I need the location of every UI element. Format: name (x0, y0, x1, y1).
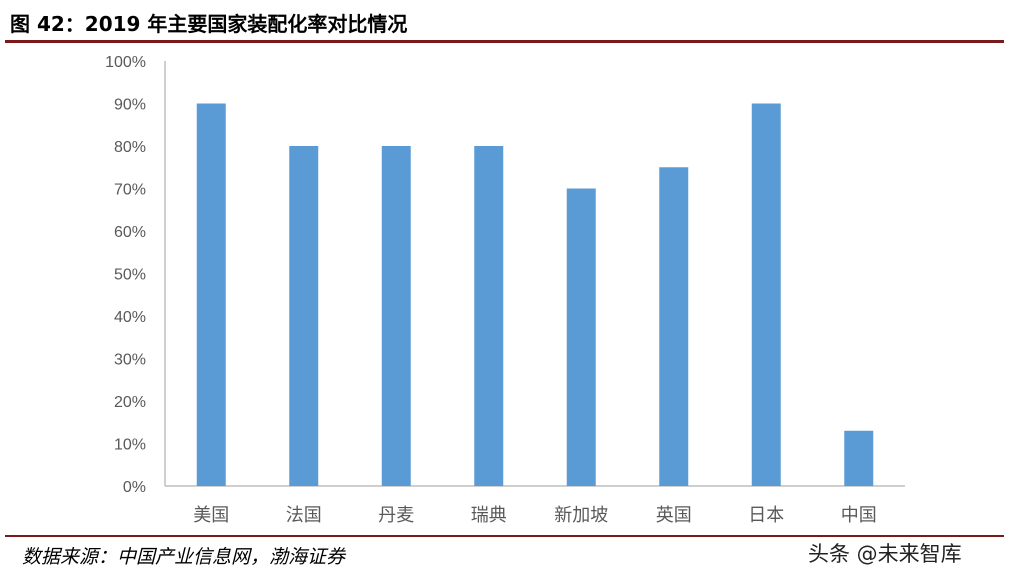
x-tick-label: 中国 (841, 505, 877, 526)
y-tick-label: 20% (114, 394, 146, 411)
bar-4 (474, 146, 504, 486)
x-tick-labels: 美国 法国 丹麦 瑞典 新加坡 英国 日本 中国 (193, 505, 877, 526)
watermark: 头条 @未来智库 (808, 542, 962, 566)
y-tick-label: 100% (105, 54, 146, 71)
y-tick-label: 10% (114, 437, 146, 454)
figure-title: 图 42：2019 年主要国家装配化率对比情况 (10, 12, 408, 36)
x-tick-label: 美国 (193, 505, 229, 526)
bar-3 (381, 146, 411, 486)
x-tick-label: 法国 (286, 505, 322, 526)
axes (164, 61, 905, 487)
y-tick-label: 0% (123, 479, 146, 496)
x-tick-label: 英国 (656, 505, 692, 526)
bar-1 (196, 103, 226, 486)
bar-5 (566, 188, 596, 486)
x-tick-label: 瑞典 (471, 505, 507, 526)
bars (196, 103, 874, 486)
y-tick-label: 50% (114, 267, 146, 284)
footer-divider (5, 535, 1004, 537)
bar-8 (844, 430, 874, 486)
x-tick-label: 新加坡 (554, 505, 608, 526)
source-note: 数据来源：中国产业信息网，渤海证券 (22, 546, 346, 568)
title-divider (5, 40, 1004, 43)
y-tick-labels: 0% 10% 20% 30% 40% 50% 60% 70% 80% 90% 100% (105, 54, 146, 496)
bar-2 (289, 146, 319, 486)
y-tick-label: 80% (114, 139, 146, 156)
y-tick-label: 40% (114, 309, 146, 326)
y-tick-label: 70% (114, 182, 146, 199)
y-tick-label: 30% (114, 352, 146, 369)
y-tick-label: 90% (114, 97, 146, 114)
bar-7 (751, 103, 781, 486)
x-tick-label: 丹麦 (378, 505, 414, 526)
x-tick-label: 日本 (748, 505, 784, 526)
y-tick-label: 60% (114, 224, 146, 241)
bar-6 (659, 167, 689, 486)
